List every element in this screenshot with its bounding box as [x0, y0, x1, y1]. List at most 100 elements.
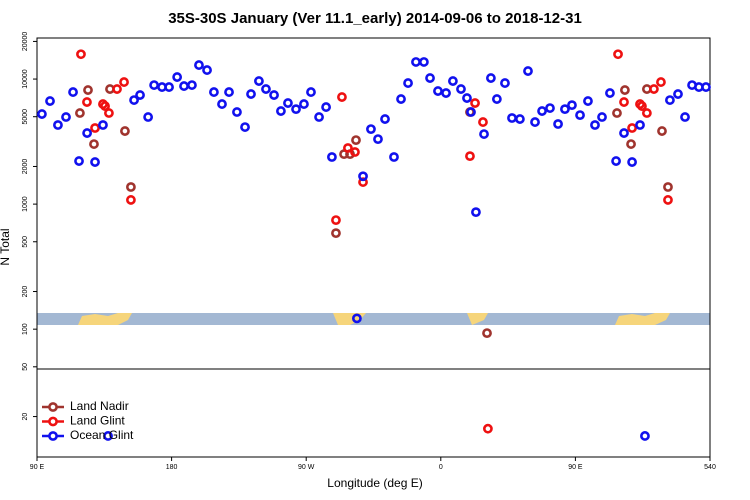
point [389, 152, 399, 162]
point [76, 49, 86, 60]
point [523, 66, 533, 76]
land-shape [615, 313, 670, 325]
point [83, 85, 93, 95]
point [380, 114, 390, 124]
point [306, 87, 316, 97]
point [471, 207, 481, 218]
y-tick-label: 100 [22, 323, 29, 335]
point [627, 157, 637, 167]
point [470, 98, 480, 108]
point [673, 89, 683, 99]
point [641, 108, 652, 118]
point [112, 84, 122, 94]
point [331, 228, 341, 239]
point [126, 195, 136, 205]
legend-marker [48, 416, 58, 427]
point [164, 82, 174, 92]
x-tick-label: 0 [439, 464, 443, 471]
x-tick-label: 90 E [30, 464, 45, 471]
point [217, 99, 227, 109]
point [103, 431, 113, 441]
point [626, 139, 636, 149]
point [321, 102, 331, 112]
point [74, 156, 84, 166]
point [466, 107, 476, 117]
point [403, 78, 413, 88]
point [575, 110, 585, 121]
point [483, 423, 493, 434]
point [553, 119, 563, 129]
point [232, 107, 242, 117]
point [104, 108, 114, 118]
point [351, 313, 362, 324]
point [680, 112, 690, 122]
point [583, 96, 593, 106]
y-tick-label: 500 [22, 236, 29, 248]
point [590, 120, 600, 130]
y-tick-label: 200 [22, 286, 29, 298]
point [129, 95, 139, 105]
point [663, 182, 673, 192]
point [425, 73, 435, 83]
point [612, 108, 622, 118]
y-tick-label: 1000 [22, 196, 29, 212]
y-tick-label: 50 [22, 363, 29, 371]
y-tick-label: 20 [22, 413, 29, 421]
point [530, 117, 540, 127]
point [350, 147, 360, 157]
land-shape [467, 313, 488, 325]
point [665, 95, 675, 105]
point [619, 128, 629, 138]
point [343, 143, 353, 153]
legend-label: Ocean Glint [70, 428, 134, 442]
point [351, 135, 361, 146]
x-axis-label: Longitude (deg E) [327, 476, 422, 490]
point [276, 106, 286, 116]
point [456, 84, 466, 94]
x-tick-label: 180 [166, 464, 178, 471]
point [627, 123, 637, 133]
point [448, 76, 458, 86]
point [143, 112, 154, 122]
point [327, 152, 337, 162]
point [396, 94, 406, 104]
point [486, 73, 496, 83]
x-tick-label: 90 E [568, 464, 583, 471]
point [120, 126, 130, 136]
point [299, 99, 309, 109]
point [491, 94, 502, 104]
y-axis-label: N Total [0, 228, 12, 265]
point [462, 93, 472, 103]
point [45, 96, 55, 106]
point [261, 84, 271, 94]
point [82, 128, 93, 138]
point [500, 78, 510, 88]
point [68, 87, 78, 97]
point [366, 124, 376, 134]
point [53, 120, 63, 130]
legend-label: Land Glint [70, 414, 125, 428]
y-tick-label: 2000 [22, 159, 29, 175]
point [119, 77, 129, 87]
land-shape [78, 313, 132, 325]
point [90, 123, 100, 133]
point [567, 100, 577, 111]
point [441, 88, 451, 98]
x-tick-label: 90 W [298, 464, 315, 471]
point [613, 49, 623, 60]
point [611, 156, 621, 166]
point [545, 103, 555, 113]
point [37, 109, 47, 119]
point [605, 88, 615, 98]
plot-frame [36, 37, 711, 458]
point [135, 90, 145, 100]
point [202, 65, 212, 75]
point [373, 134, 383, 145]
point [597, 112, 607, 122]
point [254, 76, 264, 86]
point [240, 122, 250, 132]
point [640, 431, 650, 441]
point [656, 77, 666, 87]
point [269, 90, 279, 100]
